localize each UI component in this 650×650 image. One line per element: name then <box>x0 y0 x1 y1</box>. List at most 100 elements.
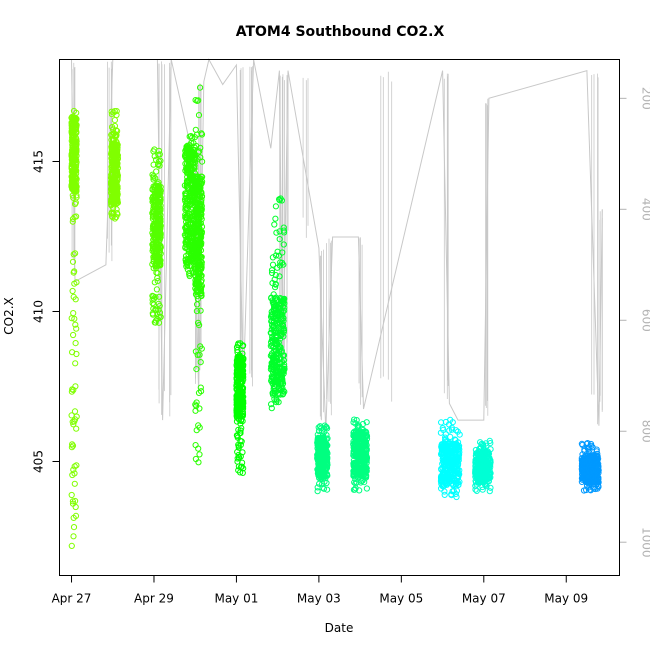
data-point <box>269 313 276 321</box>
data-point <box>324 450 331 457</box>
data-point <box>71 280 78 287</box>
data-point <box>273 319 281 326</box>
data-point <box>192 348 199 355</box>
data-point <box>233 405 240 413</box>
data-point <box>149 261 156 268</box>
data-point <box>480 472 487 479</box>
data-point <box>151 146 158 153</box>
data-point <box>113 127 120 134</box>
data-point <box>197 307 204 314</box>
data-point <box>237 453 244 460</box>
x-tick-label: Apr 27 <box>52 592 92 606</box>
x-tick-label: Apr 29 <box>134 592 174 606</box>
data-point <box>238 463 245 470</box>
data-point <box>354 430 361 437</box>
data-point <box>437 474 445 481</box>
data-point <box>157 207 164 214</box>
data-point <box>72 166 79 173</box>
data-point <box>451 470 458 477</box>
data-point <box>185 221 192 228</box>
data-cluster-6 <box>267 195 288 412</box>
data-point <box>234 393 241 400</box>
data-point <box>157 314 164 321</box>
data-point <box>194 279 201 286</box>
data-point <box>114 128 121 135</box>
data-point <box>195 445 202 452</box>
data-point <box>72 340 79 347</box>
data-point <box>357 479 364 486</box>
data-point <box>183 198 190 205</box>
data-point <box>192 97 199 104</box>
data-point <box>277 387 285 394</box>
data-point <box>320 485 328 492</box>
data-point <box>108 187 115 194</box>
data-point <box>363 485 370 492</box>
data-point <box>196 202 203 209</box>
data-point <box>280 241 287 248</box>
data-point <box>196 180 203 187</box>
data-point <box>276 196 283 203</box>
data-cluster-8 <box>350 416 371 494</box>
data-point <box>351 449 358 456</box>
data-point <box>448 456 455 463</box>
data-point <box>486 454 493 462</box>
data-point <box>156 309 163 316</box>
data-point <box>442 473 449 480</box>
data-point <box>323 448 330 455</box>
data-point <box>193 308 200 315</box>
data-point <box>276 273 283 280</box>
data-point <box>272 295 279 302</box>
data-point <box>192 173 199 180</box>
data-point <box>73 147 80 155</box>
data-point <box>197 144 204 151</box>
data-point <box>455 454 462 461</box>
data-point <box>273 396 280 403</box>
data-point <box>73 325 80 332</box>
data-point <box>156 151 163 158</box>
secondary-y-tick-label: 400 <box>640 198 650 221</box>
data-point <box>280 327 288 334</box>
data-point <box>113 155 120 162</box>
data-point <box>323 424 330 431</box>
data-point <box>196 351 203 358</box>
data-point <box>270 291 277 298</box>
data-point <box>274 264 281 271</box>
data-point <box>185 251 192 258</box>
data-point <box>195 389 203 396</box>
data-point <box>186 144 193 151</box>
data-point <box>150 301 157 308</box>
data-point <box>239 357 246 364</box>
data-point <box>274 349 281 356</box>
data-point <box>360 443 367 450</box>
data-point <box>109 183 116 190</box>
data-point <box>197 384 204 391</box>
data-point <box>363 419 370 426</box>
data-point <box>233 386 240 393</box>
data-point <box>71 165 78 172</box>
data-point <box>71 408 79 415</box>
data-point <box>268 267 276 274</box>
data-point <box>483 467 490 474</box>
data-point <box>113 200 120 207</box>
data-point <box>314 488 321 495</box>
data-point <box>353 473 360 480</box>
data-point <box>477 451 484 458</box>
data-point <box>268 329 275 337</box>
data-point <box>351 416 358 423</box>
data-point <box>441 466 448 474</box>
data-point <box>111 215 119 222</box>
data-point <box>156 250 163 257</box>
data-point <box>197 84 204 91</box>
data-point <box>70 533 77 540</box>
data-point <box>279 321 286 328</box>
data-point <box>449 488 456 495</box>
data-point <box>273 369 280 376</box>
data-point <box>72 138 79 145</box>
secondary-y-tick-label: 200 <box>640 87 650 110</box>
data-point <box>73 462 80 469</box>
x-tick-label: May 07 <box>462 592 506 606</box>
data-point <box>193 286 200 294</box>
data-point <box>453 487 460 494</box>
data-point <box>155 195 162 202</box>
data-point <box>153 168 160 175</box>
